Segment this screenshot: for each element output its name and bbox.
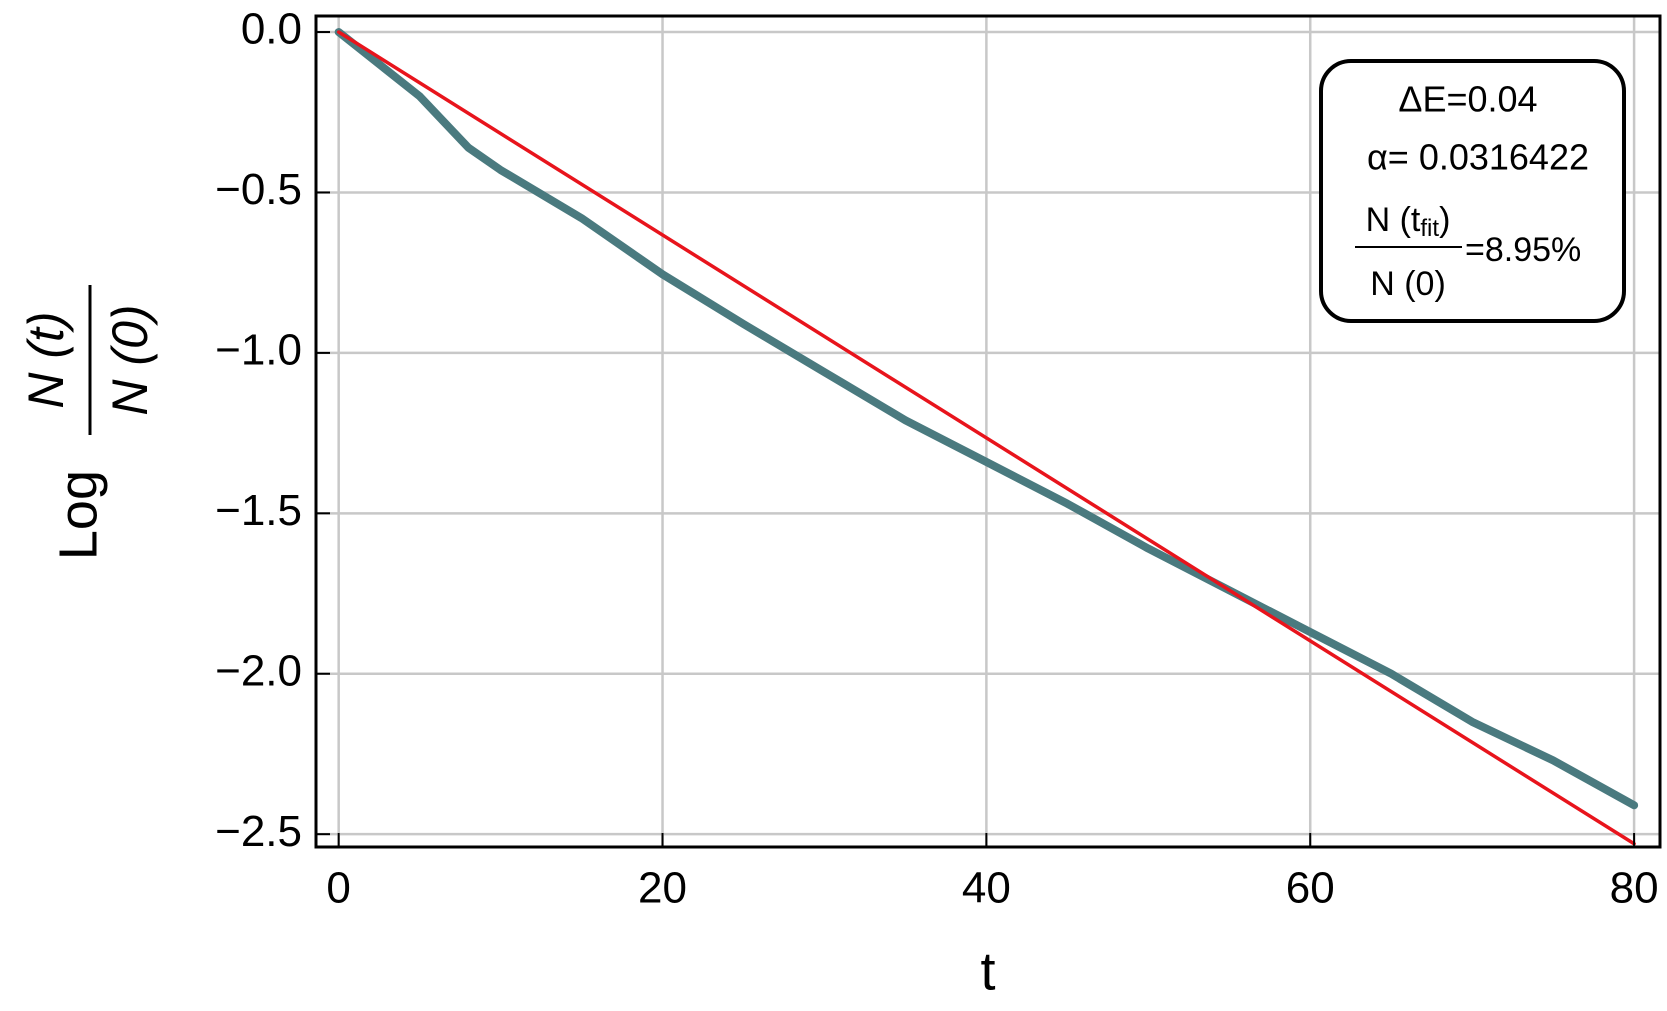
annotation-frame	[1319, 59, 1626, 323]
line-data	[334, 28, 1639, 810]
y-tick-label: −2.0	[215, 646, 302, 695]
x-tick-label: 20	[638, 864, 687, 913]
x-tick-label: 60	[1286, 864, 1335, 913]
y-axis-label: Log N (t) N (0)	[18, 285, 158, 560]
annotation-numerator: N (tfit)	[1366, 201, 1451, 242]
annotation-box: ΔE=0.04 α= 0.0316422 N (tfit) N (0) =8.9…	[1319, 59, 1626, 323]
annotation-text: N (t	[1366, 201, 1421, 239]
y-tick-label: 0.0	[241, 5, 302, 54]
y-tick-label: −2.5	[215, 807, 302, 856]
x-tick-label: 0	[326, 864, 350, 913]
line-fit	[336, 30, 1636, 846]
y-tick-label: −1.5	[215, 486, 302, 535]
annotation-text: ΔE=0.04	[1398, 79, 1537, 120]
x-tick-label: 40	[962, 864, 1011, 913]
y-label-denominator: N (0)	[102, 304, 158, 415]
y-label-prefix: Log	[48, 470, 108, 560]
annotation-text: )	[1439, 201, 1450, 239]
y-tick-label: −0.5	[215, 165, 302, 214]
annotation-subscript: fit	[1420, 215, 1439, 242]
annotation-denominator: N (0)	[1370, 265, 1446, 303]
series	[334, 28, 1639, 846]
annotation-text: =8.95%	[1465, 231, 1581, 269]
y-tick-label: −1.0	[215, 326, 302, 375]
x-axis-label: t	[980, 941, 995, 1001]
y-label-numerator: N (t)	[18, 311, 74, 408]
x-tick-label: 80	[1610, 864, 1659, 913]
plot-frame	[314, 14, 1662, 849]
annotation-text: α= 0.0316422	[1367, 137, 1589, 178]
